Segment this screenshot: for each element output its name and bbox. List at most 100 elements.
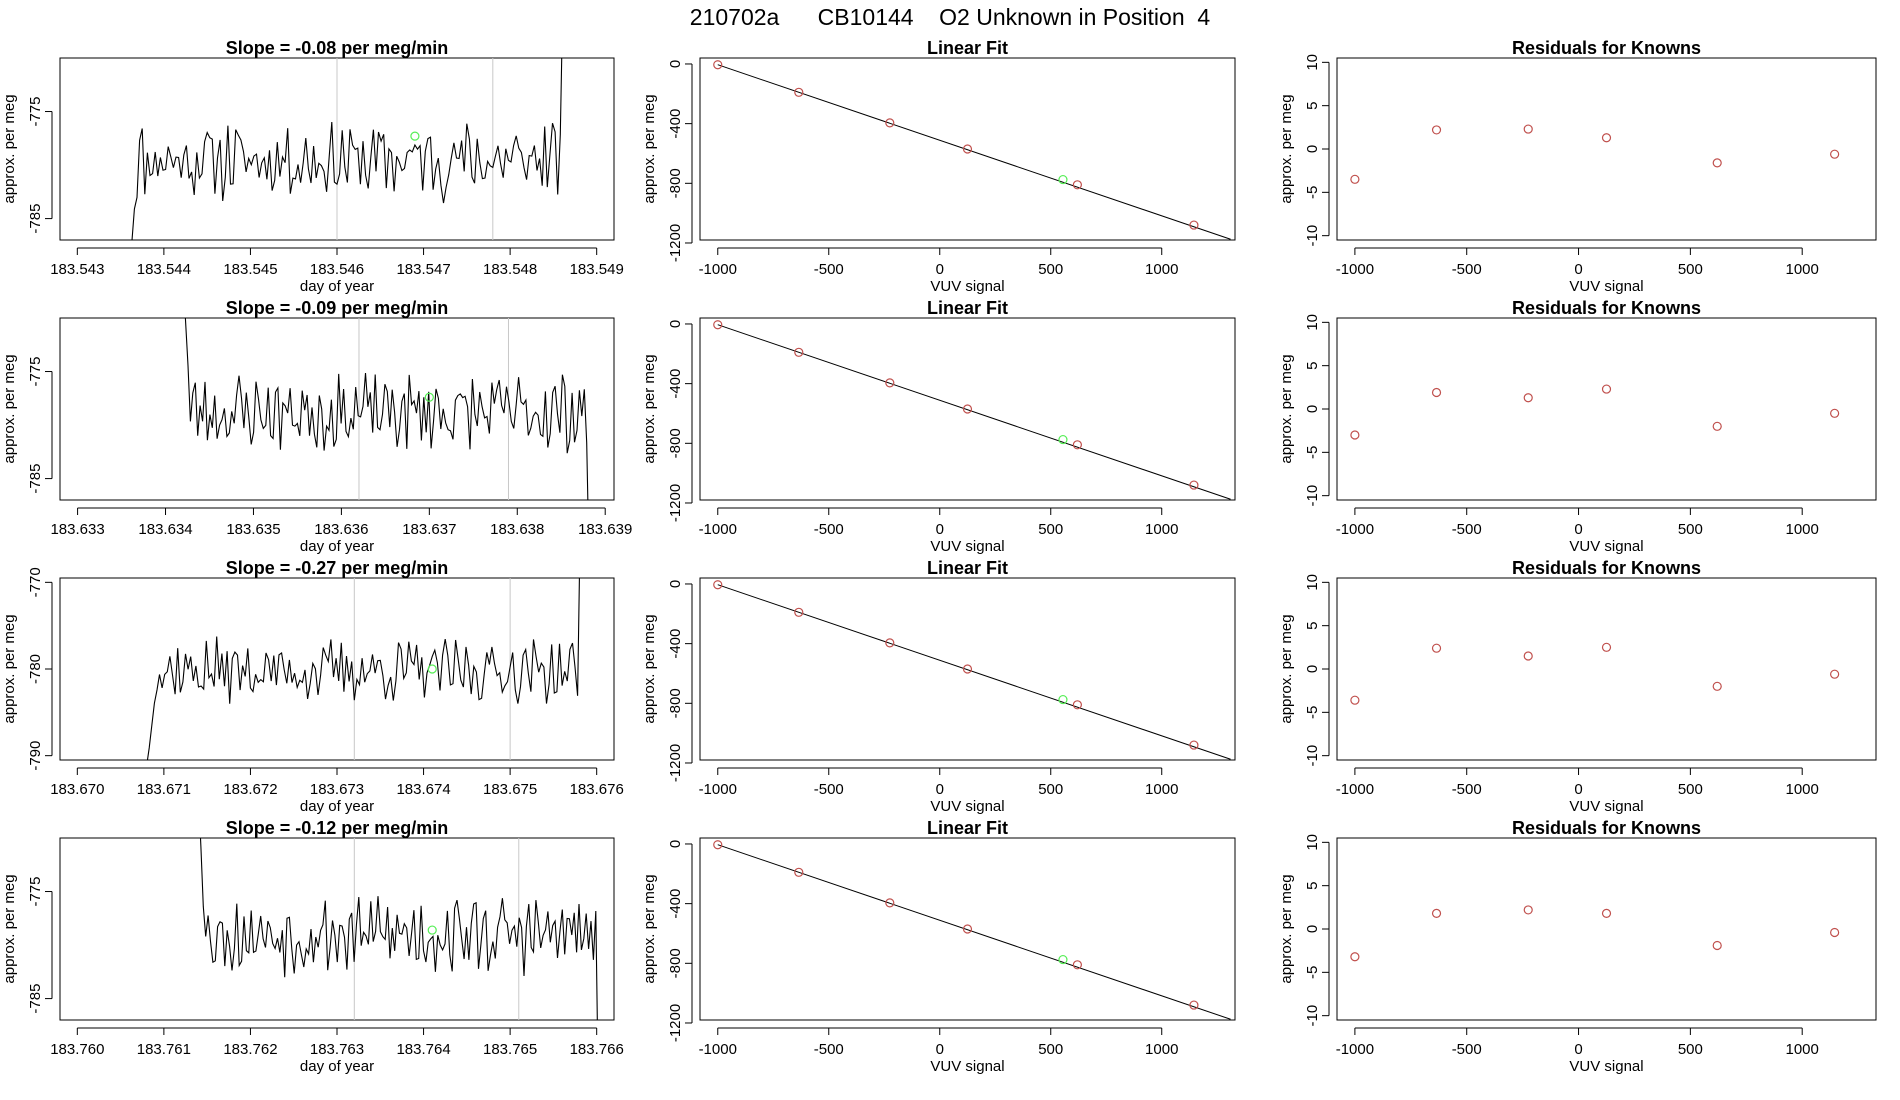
known-point	[713, 840, 723, 850]
x-tick-label: 183.639	[578, 521, 632, 538]
y-axis: -10 -5 0 5 10	[1304, 574, 1330, 767]
known-point	[1350, 430, 1360, 440]
y-tick-label: 0	[1304, 405, 1321, 413]
x-axis: -1000 -500 0 500 1000	[699, 1027, 1178, 1058]
x-tick-label: 0	[936, 521, 944, 538]
y-tick-label: -790	[27, 741, 44, 771]
known-point	[1830, 408, 1840, 418]
y-axis: 0 -400 -800 -1200	[667, 60, 693, 262]
y-axis: 0 -400 -800 -1200	[667, 320, 693, 522]
x-tick-label: 183.633	[50, 521, 104, 538]
x-tick-label: 1000	[1786, 1041, 1819, 1058]
x-tick-label: 183.547	[396, 261, 450, 278]
known-point	[1712, 158, 1722, 168]
x-tick-label: 183.764	[396, 1041, 450, 1058]
known-point	[962, 144, 973, 154]
x-tick-label: 183.671	[137, 781, 191, 798]
x-tick-label: 183.760	[50, 1041, 104, 1058]
x-tick-label: 183.548	[483, 261, 537, 278]
y-tick-label: -785	[27, 984, 44, 1014]
y-axis-title: approx. per meg	[1278, 874, 1295, 983]
x-tick-label: 183.676	[570, 781, 624, 798]
unknown-point	[1058, 954, 1068, 965]
x-tick-label: -1000	[1336, 1041, 1374, 1058]
x-tick-label: 0	[936, 781, 944, 798]
x-tick-label: 183.634	[138, 521, 192, 538]
x-tick-label: 0	[1574, 521, 1582, 538]
known-point	[1350, 695, 1360, 705]
y-axis: -10 -5 0 5 10	[1304, 54, 1330, 247]
plot-frame	[59, 837, 615, 1021]
y-tick-label: 5	[1304, 101, 1321, 109]
known-point	[794, 607, 804, 617]
y-axis-title: approx. per meg	[1278, 614, 1295, 723]
fit-line	[717, 844, 1231, 1020]
y-tick-label: 10	[1304, 834, 1321, 851]
y-tick-label: -10	[1304, 1005, 1321, 1027]
y-tick-label: -800	[667, 168, 684, 198]
unknown-point	[427, 664, 437, 674]
x-tick-label: 0	[1574, 261, 1582, 278]
y-tick-label: -5	[1304, 186, 1321, 199]
signal-trace	[184, 318, 589, 500]
signal-trace	[146, 578, 580, 760]
unknown-point	[1058, 174, 1068, 185]
x-tick-label: 0	[1574, 781, 1582, 798]
x-tick-label: -1000	[699, 1041, 737, 1058]
plot-frame	[1336, 837, 1877, 1021]
x-tick-label: 183.636	[314, 521, 368, 538]
y-axis: -10 -5 0 5 10	[1304, 314, 1330, 507]
x-tick-label: 500	[1678, 521, 1703, 538]
y-axis: -785 -775	[27, 877, 53, 1014]
y-tick-label: 0	[1304, 925, 1321, 933]
x-tick-label: 1000	[1145, 261, 1178, 278]
y-tick-label: -800	[667, 428, 684, 458]
known-point	[713, 60, 723, 70]
x-tick-label: 183.762	[223, 1041, 277, 1058]
y-tick-label: -775	[27, 357, 44, 387]
y-tick-label: 5	[1304, 621, 1321, 629]
known-point	[1830, 149, 1840, 159]
y-tick-label: 0	[667, 580, 684, 588]
panel-title: Linear Fit	[927, 558, 1008, 578]
x-axis: -1000 -500 0 500 1000	[699, 247, 1178, 278]
panel-title: Residuals for Knowns	[1512, 558, 1701, 578]
x-tick-label: -500	[814, 1041, 844, 1058]
y-tick-label: -780	[27, 654, 44, 684]
known-point	[713, 320, 723, 330]
y-tick-label: -785	[27, 204, 44, 234]
y-tick-label: -1200	[667, 744, 684, 782]
x-tick-label: 183.672	[223, 781, 277, 798]
x-tick-label: 0	[1574, 1041, 1582, 1058]
x-tick-label: 183.549	[570, 261, 624, 278]
x-tick-label: -500	[1452, 521, 1482, 538]
y-tick-label: 10	[1304, 314, 1321, 331]
plot-frame	[59, 317, 615, 501]
y-axis-title: approx. per meg	[1, 354, 18, 463]
known-point	[1189, 220, 1199, 230]
x-axis: 183.543 183.544 183.545 183.546 183.547 183.5…	[50, 247, 624, 278]
signal-trace	[199, 838, 598, 1020]
x-tick-label: 1000	[1786, 261, 1819, 278]
plot-frame	[699, 577, 1236, 761]
known-point	[1350, 174, 1360, 184]
y-tick-label: -400	[667, 109, 684, 139]
known-point	[1189, 480, 1199, 490]
x-axis-title: day of year	[300, 278, 374, 295]
cylinder-id: CB10144	[817, 4, 914, 30]
plot-frame	[1336, 577, 1877, 761]
x-tick-label: -1000	[699, 261, 737, 278]
x-axis: -1000 -500 0 500 1000	[699, 507, 1178, 538]
y-tick-label: -10	[1304, 485, 1321, 507]
known-point	[1072, 440, 1082, 450]
x-tick-label: 183.544	[137, 261, 191, 278]
y-axis: -785 -775	[27, 357, 53, 494]
x-tick-label: -1000	[699, 781, 737, 798]
known-point	[794, 867, 804, 877]
run-id: 210702a	[689, 4, 780, 30]
